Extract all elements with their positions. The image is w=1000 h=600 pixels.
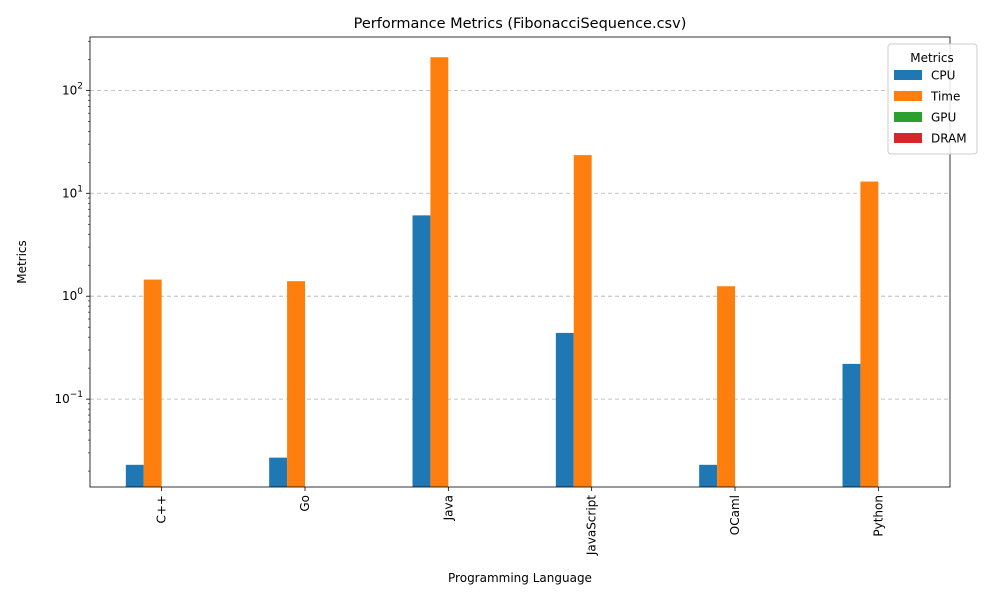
chart-title: Performance Metrics (FibonacciSequence.c… [354, 16, 687, 32]
legend-label-time: Time [930, 90, 960, 104]
y-axis-label: Metrics [15, 240, 29, 284]
x-tick-label: Python [871, 495, 885, 537]
y-tick-label: 10−1 [54, 390, 83, 406]
legend-label-gpu: GPU [931, 111, 956, 125]
legend-swatch-cpu [894, 70, 922, 80]
y-tick-base: 10 [54, 392, 69, 406]
bar-cpu-c [125, 464, 144, 487]
y-gridlines [90, 89, 950, 400]
bar-time-ocaml [717, 286, 735, 487]
x-axis-ticks: C++ Go Java JavaScript OCaml Python [155, 487, 885, 556]
plot-area-frame [89, 36, 951, 488]
y-tick-exponent: 2 [77, 81, 83, 91]
legend-items: CPU Time GPU DRAM [894, 69, 967, 146]
x-axis-label: Programming Language [448, 571, 592, 585]
x-tick-label: JavaScript [585, 495, 599, 556]
y-tick-base: 10 [62, 83, 77, 97]
bars [125, 57, 879, 488]
bar-time-c [143, 279, 162, 487]
legend-swatch-time [894, 91, 922, 101]
y-tick-label: 100 [62, 287, 83, 303]
y-tick-base: 10 [62, 186, 77, 200]
bar-cpu-java [412, 215, 431, 487]
bar-time-go [287, 281, 305, 487]
y-tick-label: 101 [62, 184, 83, 200]
bar-cpu-python [842, 363, 861, 487]
bar-time-javascript [573, 155, 592, 488]
x-tick-label: Go [298, 495, 312, 512]
y-tick-label: 102 [62, 81, 83, 97]
bar-cpu-javascript [555, 332, 574, 487]
y-tick-exponent: 0 [77, 287, 83, 297]
legend-title: Metrics [910, 51, 954, 65]
x-tick-label: C++ [155, 495, 169, 524]
bar-cpu-go [269, 457, 288, 487]
bar-time-java [430, 57, 449, 487]
y-tick-base: 10 [62, 289, 77, 303]
legend-swatch-gpu [894, 112, 922, 122]
y-tick-exponent: 1 [77, 184, 83, 194]
legend-swatch-dram [894, 133, 922, 143]
bar-cpu-ocaml [699, 464, 718, 487]
x-tick-label: Java [441, 495, 455, 521]
legend-label-dram: DRAM [931, 132, 967, 146]
legend: Metrics CPU Time GPU DRAM [887, 43, 978, 155]
x-tick-label: OCaml [728, 495, 742, 535]
y-tick-exponent: −1 [70, 390, 83, 400]
bar-time-python [860, 181, 879, 487]
legend-label-cpu: CPU [931, 69, 955, 83]
